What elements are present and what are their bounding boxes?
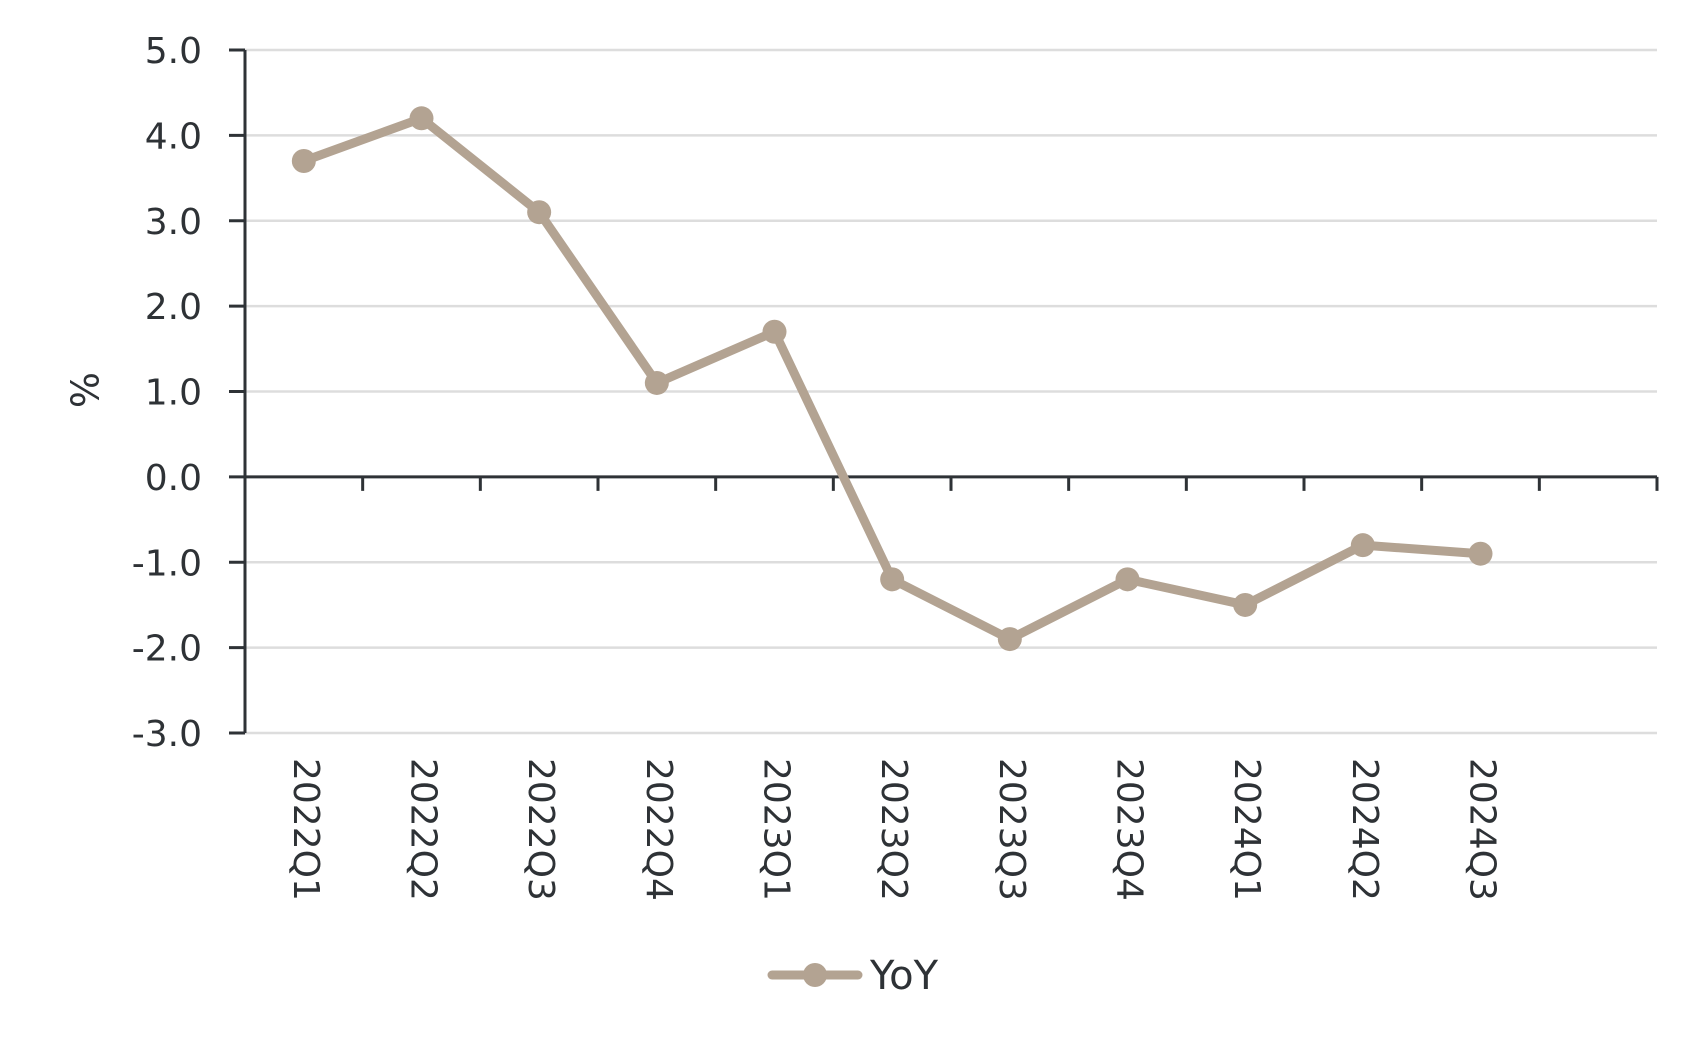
data-point-2024Q3 [1468,541,1493,566]
legend-marker-swatch [803,963,827,987]
data-point-2023Q1 [762,319,787,344]
y-tick-label: 1.0 [145,373,202,414]
data-point-2024Q2 [1350,533,1375,558]
data-point-2022Q3 [527,200,552,225]
y-axis-label: % [64,372,108,408]
x-tick-label: 2022Q3 [520,758,561,901]
x-tick-label: 2023Q3 [991,758,1032,901]
x-tick-label: 2022Q4 [638,758,679,901]
legend-label: YoY [869,953,939,999]
legend: YoY [767,953,939,999]
x-tick-label: 2023Q1 [756,758,797,901]
y-tick-labels: 5.0 4.0 3.0 2.0 1.0 0.0 -1.0 -2.0 -3.0 [132,31,202,755]
x-tick-labels: 2022Q1 2022Q2 2022Q3 2022Q4 2023Q1 2023Q2 2023… [285,758,1503,901]
axes [229,48,1659,735]
y-tick-label: 5.0 [145,31,202,72]
data-point-2023Q3 [997,627,1022,652]
y-tick-label: 0.0 [145,458,202,499]
data-point-2022Q4 [644,370,669,395]
y-tick-label: -1.0 [132,543,202,584]
y-tick-label: 4.0 [145,116,202,157]
x-tick-label: 2022Q2 [403,758,444,901]
x-tick-label: 2024Q3 [1462,758,1503,901]
gridlines [245,48,1657,735]
y-tick-label: 2.0 [145,287,202,328]
x-tick-label: 2023Q4 [1109,758,1150,901]
y-tick-label: -3.0 [132,714,202,755]
data-point-2022Q1 [291,148,316,173]
x-tick-label: 2024Q2 [1344,758,1385,901]
series-yoy [291,106,1493,652]
series-line-yoy [299,113,1485,644]
x-tick-label: 2024Q1 [1226,758,1267,901]
data-point-2023Q4 [1115,567,1140,592]
y-tick-label: 3.0 [145,202,202,243]
data-point-2022Q2 [409,106,434,131]
y-tick-label: -2.0 [132,629,202,670]
x-tick-label: 2023Q2 [873,758,914,901]
data-point-2023Q2 [880,567,905,592]
data-point-2024Q1 [1233,592,1258,617]
x-tick-label: 2022Q1 [285,758,326,901]
